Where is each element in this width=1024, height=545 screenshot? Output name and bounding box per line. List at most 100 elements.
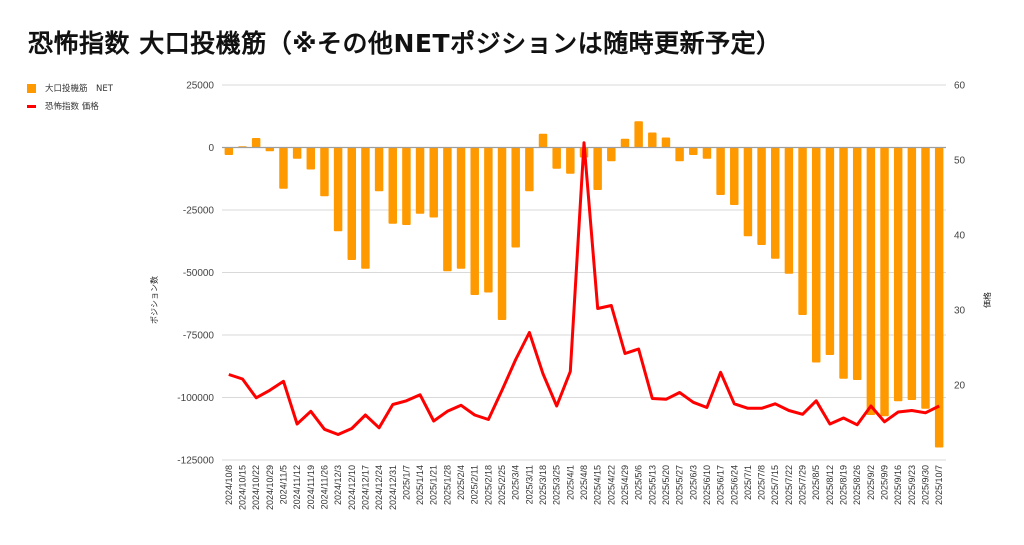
y-tick-left: -125000 [177,456,214,467]
bar [470,147,479,295]
x-tick-label: 2024/12/3 [333,465,343,505]
x-tick-label: 2025/4/22 [606,465,616,505]
y-tick-right: 40 [954,231,966,242]
bar [880,147,889,417]
y-tick-left: 25000 [186,81,214,92]
y-axis-left: 25000 0 -25000 -50000 -75000 -100000 -125000 [177,81,214,467]
x-tick-label: 2025/7/15 [770,465,780,505]
x-tick-label: 2025/7/8 [757,465,767,500]
bar [511,147,520,248]
bar [798,147,807,315]
bar [333,147,343,232]
bar [921,147,930,409]
x-tick-label: 2025/3/11 [524,465,534,504]
legend-item-net: 大口投機筋 NET [27,79,113,97]
legend-swatch-bar [27,83,36,93]
legend-swatch-line [27,104,36,108]
bar [607,147,616,162]
x-tick-label: 2024/10/15 [237,465,247,510]
y-tick-right: 30 [954,306,966,317]
x-tick-label: 2025/1/21 [429,465,439,505]
x-tick-label: 2024/12/10 [347,465,357,510]
x-tick-label: 2025/10/7 [934,465,944,505]
bar [852,147,862,380]
y-tick-left: 0 [208,143,214,154]
bar [634,121,643,148]
bar [730,147,739,205]
bar [907,147,917,400]
bar [716,147,725,195]
x-tick-label: 2025/3/4 [511,465,521,500]
bar [620,138,630,148]
bar [771,147,780,259]
legend-item-price: 恐怖指数 価格 [27,97,113,115]
x-tick-label: 2025/3/18 [538,465,548,505]
x-tick-label: 2025/7/29 [798,465,808,505]
bar [265,147,275,152]
x-tick-label: 2024/11/5 [278,465,288,504]
bar [347,147,357,260]
x-tick-label: 2025/5/20 [661,465,671,505]
y-tick-right: 60 [954,81,966,92]
y-tick-left: -100000 [177,393,214,404]
x-tick-label: 2024/11/26 [319,465,329,509]
legend-label-price: 恐怖指数 価格 [45,102,99,112]
bar [279,147,288,189]
x-tick-label: 2025/9/2 [866,465,876,500]
bar [429,147,438,218]
bar [306,147,316,170]
x-tick-label: 2025/3/25 [552,465,562,505]
x-tick-label: 2025/9/9 [880,465,890,500]
x-tick-label: 2025/9/16 [893,465,903,505]
y-axis-left-title: ポジション数 [149,276,159,324]
x-tick-label: 2024/10/29 [265,465,275,510]
bar-series-net [224,121,944,448]
bar [689,147,698,155]
x-tick-label: 2025/4/15 [593,465,603,505]
bar [839,147,848,379]
y-tick-left: -25000 [183,206,215,217]
bar [388,147,397,224]
bar [484,147,493,293]
x-tick-label: 2025/1/14 [415,465,425,505]
x-tick-label: 2025/2/25 [497,465,507,505]
bar [757,147,766,245]
bar [784,147,794,274]
x-tick-label: 2024/12/31 [388,465,398,510]
legend-label-net: 大口投機筋 NET [45,84,113,94]
y-tick-right: 50 [954,156,966,167]
bar [224,147,234,155]
x-tick-label: 2024/10/22 [251,465,261,510]
bar [402,147,411,225]
x-tick-label: 2025/4/29 [620,465,630,505]
bar [675,147,684,162]
x-tick-label: 2025/2/4 [456,465,466,500]
x-axis-labels: 2024/10/8 2024/10/15 2024/10/22 2024/10/29 2… [224,465,944,510]
bar [443,147,452,272]
x-tick-label: 2025/2/18 [483,465,493,505]
x-tick-label: 2024/12/17 [360,465,370,510]
x-tick-label: 2025/6/10 [702,465,712,505]
x-tick-label: 2025/1/28 [442,465,452,505]
x-tick-label: 2025/5/6 [634,465,644,500]
bar [320,147,329,197]
bar [456,147,466,269]
y-tick-left: -50000 [183,268,215,279]
bar [934,147,944,448]
x-tick-label: 2025/8/26 [852,465,862,505]
y-tick-left: -75000 [183,331,215,342]
bar [538,133,548,148]
bar [702,147,712,159]
x-tick-label: 2025/4/1 [565,465,575,500]
x-tick-label: 2024/11/19 [306,465,316,509]
bar [825,147,835,355]
x-tick-label: 2024/12/24 [374,465,384,510]
y-axis-right-title: 価格 [982,292,992,308]
x-tick-label: 2025/6/3 [688,465,698,500]
bar [743,147,753,237]
y-axis-right: 60 50 40 30 20 [954,81,966,392]
bar [251,138,261,148]
x-tick-label: 2025/8/19 [839,465,849,505]
chart-legend: 大口投機筋 NET 恐怖指数 価格 [27,79,113,115]
